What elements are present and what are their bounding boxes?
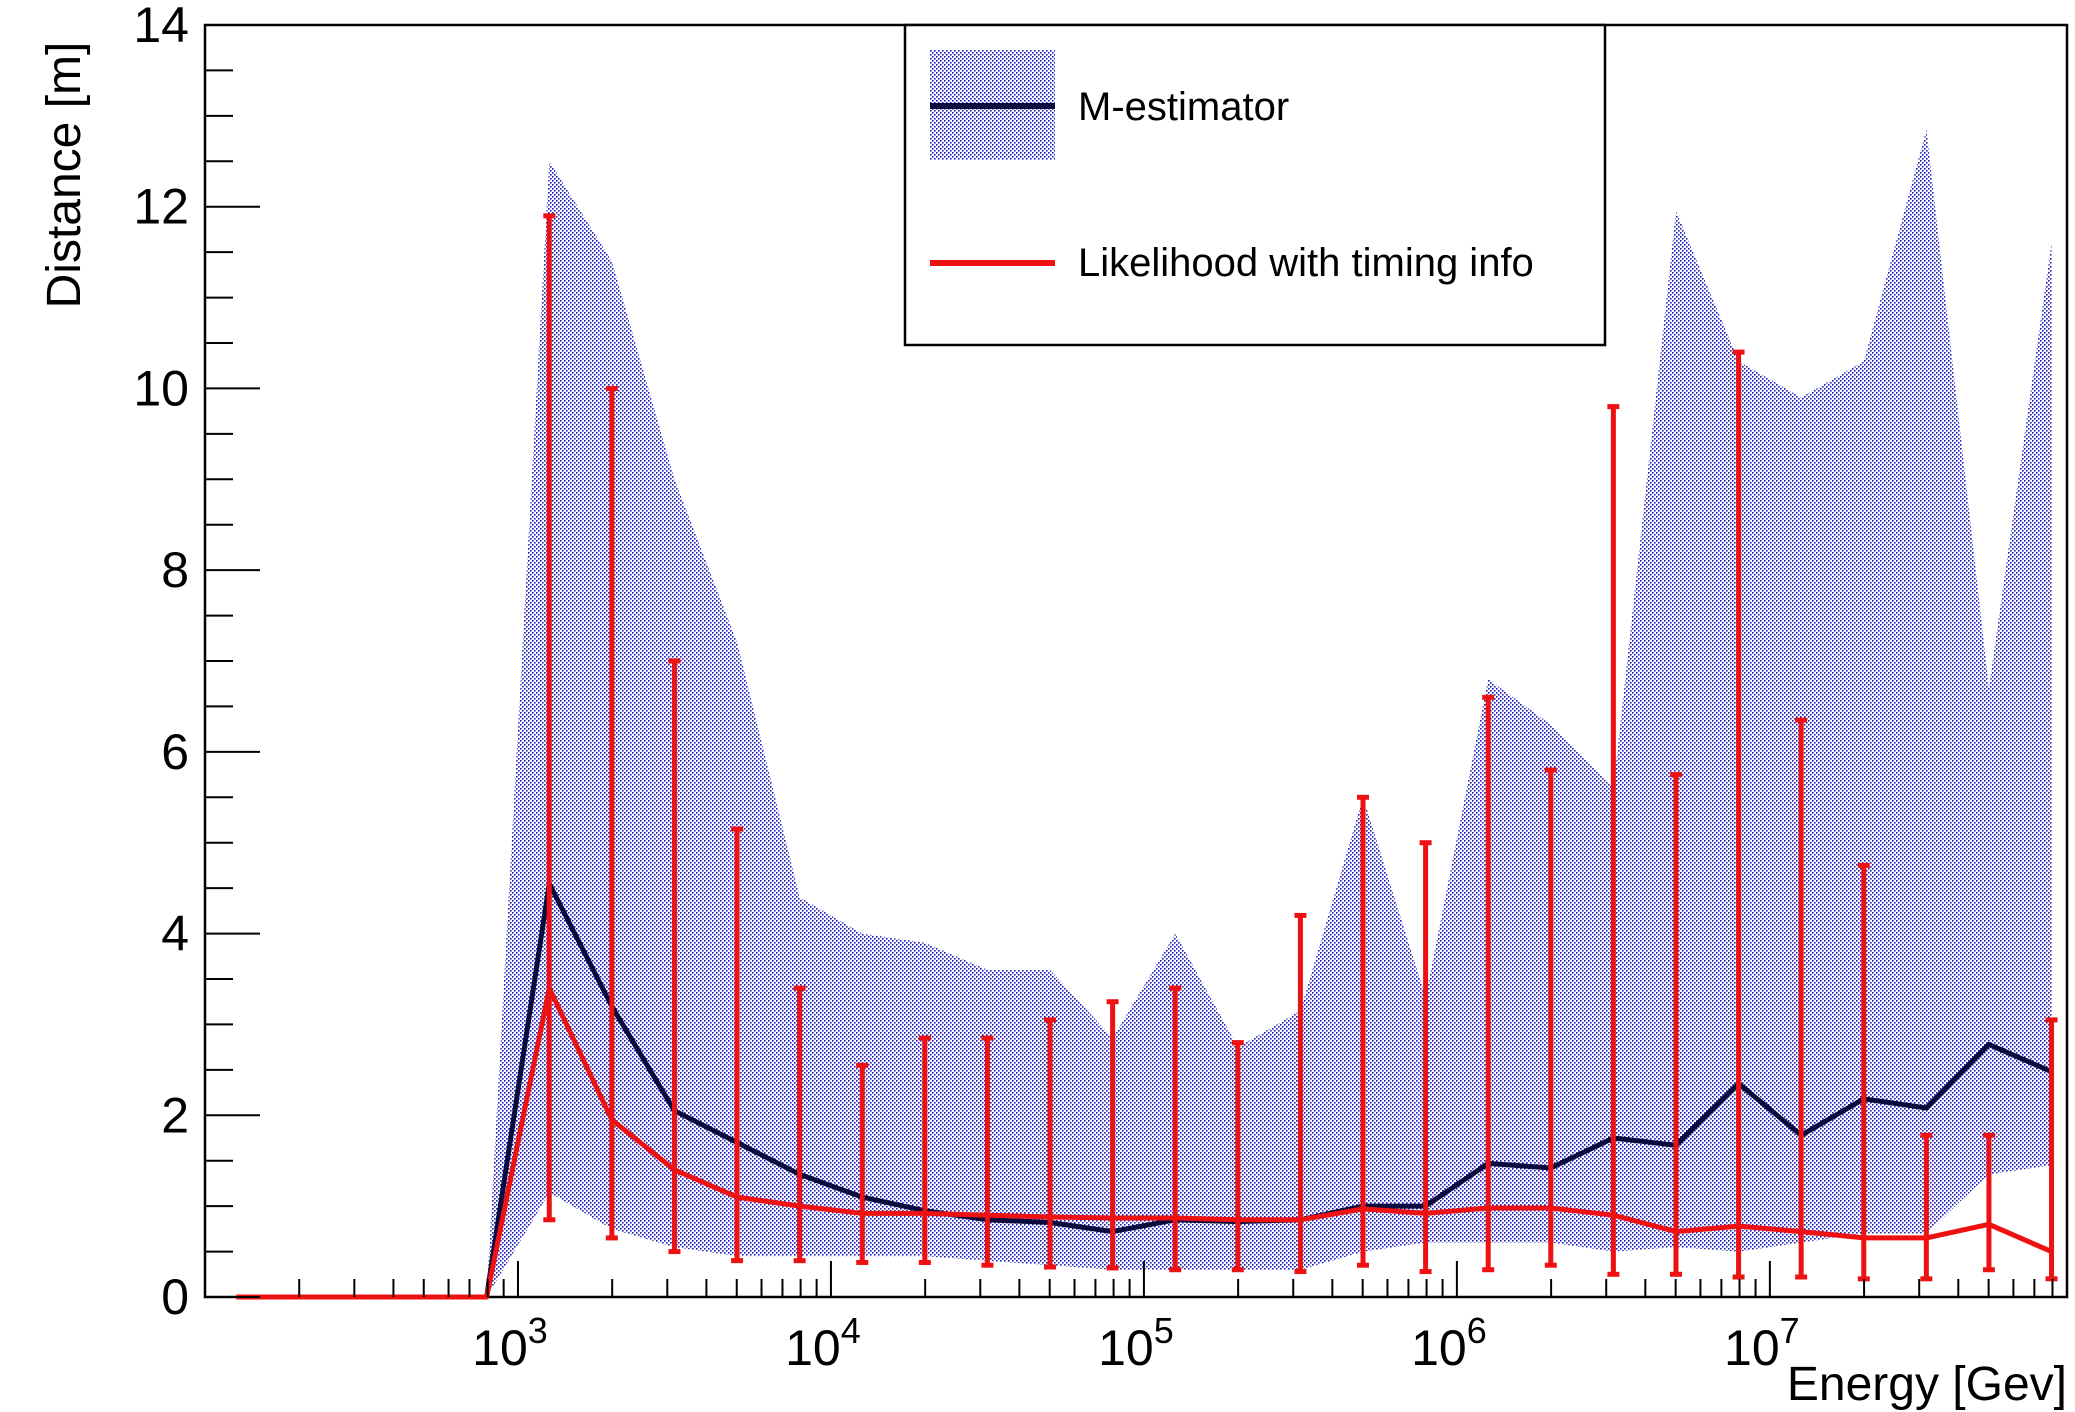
- legend-label-likelihood: Likelihood with timing info: [1078, 241, 1534, 285]
- x-tick-label: 106: [1411, 1310, 1487, 1376]
- error-bar: [2045, 1017, 2058, 1282]
- error-bar: [1419, 840, 1432, 1275]
- likelihood-line: [236, 985, 2053, 1300]
- band-area: [236, 129, 2052, 1297]
- error-bar: [918, 1035, 931, 1265]
- error-bar: [981, 1035, 994, 1268]
- y-tick-label: 12: [133, 179, 189, 235]
- x-tick-label: 103: [472, 1310, 548, 1376]
- error-bar: [1482, 694, 1495, 1273]
- error-bar: [856, 1062, 869, 1265]
- error-bar: [1982, 1132, 1995, 1273]
- error-bar: [1106, 999, 1119, 1271]
- y-tick-label: 10: [133, 360, 189, 416]
- error-bar: [668, 658, 681, 1255]
- error-bar: [1669, 772, 1682, 1277]
- error-bar: [605, 385, 618, 1241]
- error-bar: [1920, 1132, 1933, 1282]
- error-bar: [543, 213, 556, 1223]
- error-bar: [1294, 912, 1307, 1275]
- error-bar: [731, 826, 744, 1264]
- y-tick-label: 14: [133, 0, 189, 53]
- y-tick-label: 4: [161, 906, 189, 962]
- error-bar: [1231, 1040, 1244, 1273]
- y-axis: 0 2 4 6 8 10 12 14: [133, 0, 260, 1325]
- error-bar: [1169, 985, 1182, 1273]
- error-bar: [1795, 717, 1808, 1280]
- y-tick-label: 6: [161, 724, 189, 780]
- m-estimator-line: [236, 881, 2053, 1300]
- y-tick-label: 0: [161, 1269, 189, 1325]
- legend-label-m-estimator: M-estimator: [1078, 85, 1289, 129]
- error-bar: [1857, 862, 1870, 1282]
- x-axis-title: Energy [Gev]: [1787, 1358, 2067, 1411]
- error-bar: [793, 985, 806, 1264]
- m-estimator-band: [236, 129, 2052, 1297]
- error-bar: [1044, 1017, 1057, 1270]
- y-tick-label: 8: [161, 542, 189, 598]
- error-bar: [1732, 349, 1745, 1280]
- x-tick-label: 107: [1724, 1310, 1800, 1376]
- legend: M-estimator Likelihood with timing info: [903, 23, 1607, 347]
- x-tick-label: 104: [785, 1310, 861, 1376]
- error-bar: [1607, 404, 1620, 1277]
- x-axis: 103 104 105 106 107: [204, 1261, 2054, 1376]
- error-bar: [1544, 767, 1557, 1268]
- error-bar: [1357, 794, 1370, 1268]
- x-tick-label: 105: [1098, 1310, 1174, 1376]
- y-axis-title: Distance [m]: [38, 42, 91, 309]
- likelihood-error-bars: [543, 213, 2058, 1282]
- y-tick-label: 2: [161, 1087, 189, 1143]
